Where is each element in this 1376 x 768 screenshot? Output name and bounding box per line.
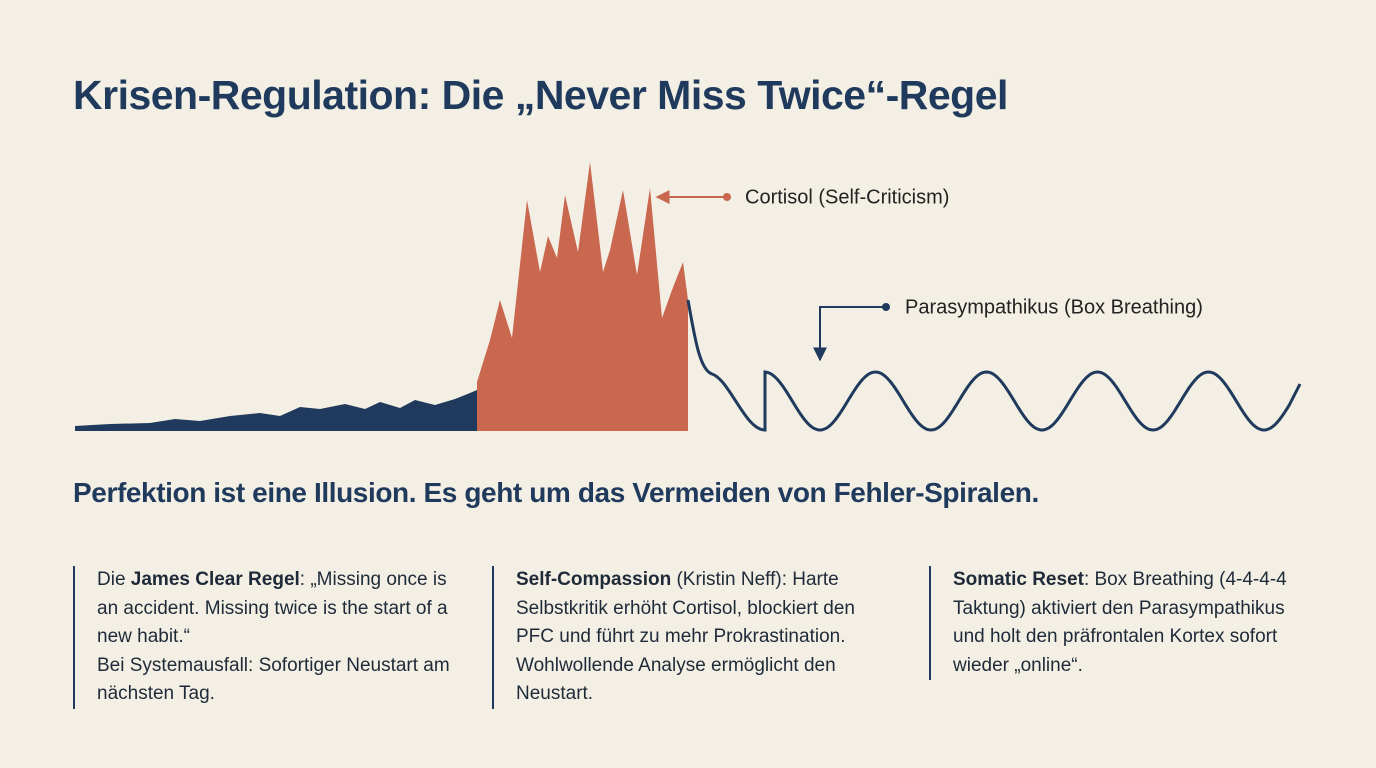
tagline: Perfektion ist eine Illusion. Es geht um…	[73, 477, 1039, 508]
cortisol-area	[477, 162, 688, 431]
pointer-dot	[882, 303, 890, 311]
breathing-pointer	[813, 306, 886, 362]
text: (Kristin Neff): Harte Selbstkritik erhöh…	[516, 569, 855, 704]
note: Bei Systemausfall: Sofortiger Neustart a…	[97, 654, 450, 705]
term: Somatic Reset	[953, 569, 1084, 590]
text: : „Missing once is an accident. Missing …	[97, 569, 448, 647]
info-column: Die James Clear Regel: „Missing once is …	[73, 566, 457, 709]
term: James Clear Regel	[130, 569, 300, 590]
text: Die	[97, 569, 131, 590]
title: Krisen-Regulation: Die „Never Miss Twice…	[73, 72, 1008, 118]
cortisol-label: Cortisol (Self-Criticism)	[745, 186, 949, 208]
breathing-label: Parasympathikus (Box Breathing)	[905, 296, 1203, 318]
info-column: Somatic Reset: Box Breathing (4-4-4-4 Ta…	[929, 566, 1303, 680]
term: Self-Compassion	[516, 569, 672, 590]
info-column: Self-Compassion (Kristin Neff): Harte Se…	[492, 566, 876, 709]
baseline-area	[75, 390, 477, 431]
text: : Box Breathing (4-4-4-4 Taktung) aktivi…	[953, 569, 1287, 676]
pointer-dot	[723, 193, 731, 201]
breathing-wave	[686, 299, 1302, 432]
